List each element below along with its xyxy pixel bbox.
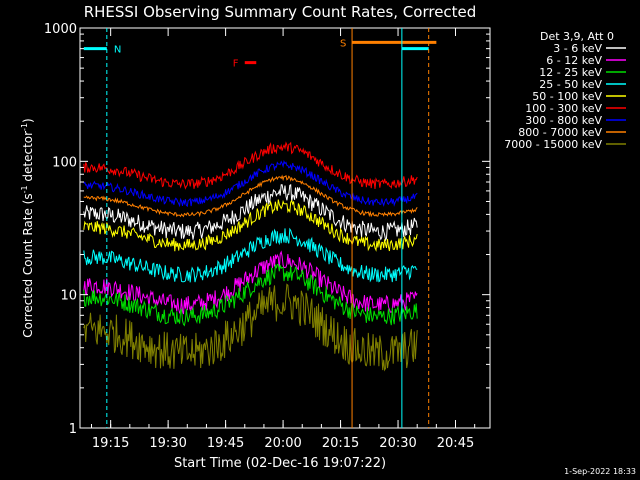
legend-entry: 7000 - 15000 keV	[504, 138, 602, 151]
y-tick-label: 1000	[44, 22, 77, 37]
x-tick-label: 20:30	[379, 436, 416, 451]
x-tick-label: 19:45	[207, 436, 244, 451]
legend-entry: 50 - 100 keV	[532, 90, 602, 103]
legend-entry: 800 - 7000 keV	[518, 126, 602, 139]
x-tick-label: 20:00	[264, 436, 301, 451]
y-tick-label: 10	[60, 289, 77, 304]
axis-layer: 1 10 100 1000 19:15 19:30 19:45 20:00 20:15 20:30…	[44, 22, 490, 451]
series-line	[83, 141, 418, 190]
legend-entry: 6 - 12 keV	[546, 54, 602, 67]
legend-entry: 12 - 25 keV	[539, 66, 602, 79]
y-axis-label: Corrected Count Rate (s-1 detector-1)	[20, 118, 35, 337]
series-line	[83, 174, 418, 218]
flag-n-label: N	[114, 45, 121, 56]
series-line	[83, 283, 418, 372]
series-layer	[83, 141, 418, 372]
x-tick-label: 20:15	[322, 436, 359, 451]
series-line	[83, 199, 418, 252]
series-line	[83, 263, 418, 327]
flag-layer: N S F	[83, 28, 437, 428]
x-tick-label: 19:15	[92, 436, 129, 451]
generation-timestamp: 1-Sep-2022 18:33	[564, 467, 636, 476]
flag-f-label: F	[233, 59, 239, 70]
flag-s-label: S	[340, 38, 346, 49]
chart-title: RHESSI Observing Summary Count Rates, Co…	[84, 3, 477, 21]
legend-entry: 100 - 300 keV	[525, 102, 602, 115]
series-line	[83, 159, 418, 208]
x-axis-label: Start Time (02-Dec-16 19:07:22)	[174, 456, 386, 471]
series-line	[83, 250, 418, 315]
y-tick-label: 1	[69, 422, 77, 437]
series-line	[83, 227, 418, 283]
legend-entry: 25 - 50 keV	[539, 78, 602, 91]
legend-entry: 300 - 800 keV	[525, 114, 602, 127]
x-tick-label: 19:30	[149, 436, 186, 451]
x-tick-label: 20:45	[437, 436, 474, 451]
y-tick-label: 100	[52, 155, 77, 170]
plot-frame	[79, 27, 491, 429]
legend-header: Det 3,9, Att 0	[540, 30, 614, 43]
plot-border	[79, 27, 491, 429]
legend-entry: 3 - 6 keV	[553, 42, 602, 55]
